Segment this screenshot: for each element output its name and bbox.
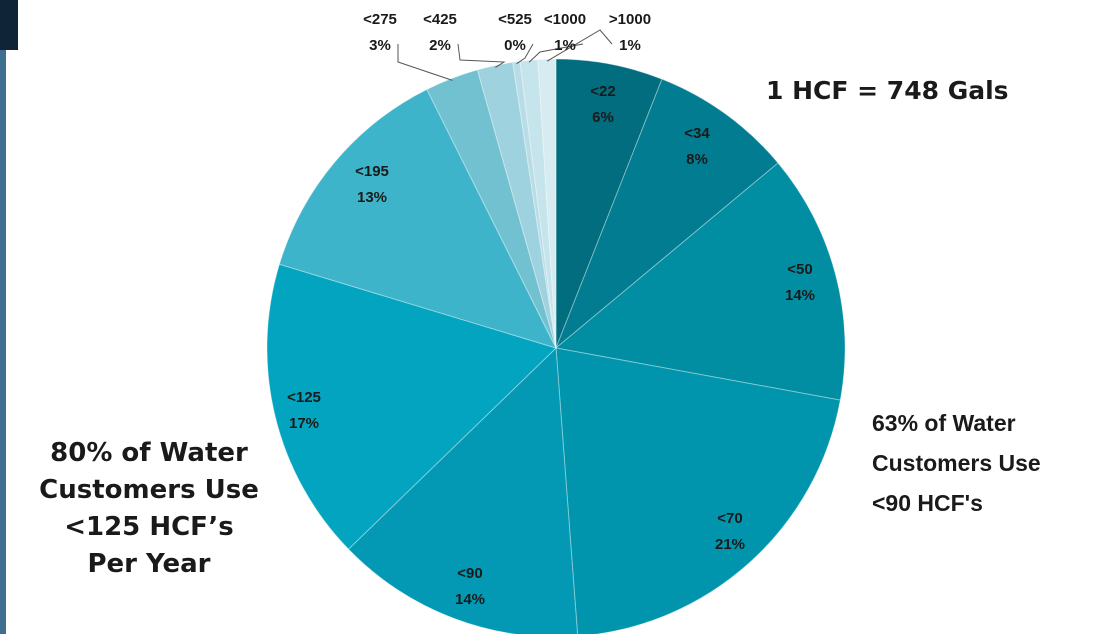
pie-slice-lt-90 xyxy=(347,346,579,634)
right-note-line-3: <90 HCF's xyxy=(872,490,983,516)
right-usage-note: 63% of Water Customers Use <90 HCF's xyxy=(872,403,1041,523)
slice-percent-lt-90: 14% xyxy=(455,591,485,608)
pie-slice-lt-50 xyxy=(554,162,846,401)
pie-slice-lt-275 xyxy=(426,69,557,349)
slice-category-lt-34: <34 xyxy=(684,125,710,142)
leader-line-gt-1000 xyxy=(546,29,613,62)
right-note-line-2: Customers Use xyxy=(872,450,1041,476)
slice-label-lt-22: <22 6% xyxy=(590,83,615,126)
slice-label-lt-70: <70 21% xyxy=(715,510,745,553)
left-note-line-2: Customers Use xyxy=(39,475,259,505)
pie-slice-lt-195 xyxy=(278,88,557,349)
leader-lines xyxy=(397,29,613,81)
leader-line-lt-425 xyxy=(457,43,506,68)
slice-category-lt-125: <125 xyxy=(287,389,321,406)
slice-labels: <22 6% <34 8% <50 14% <70 21% <90 14% <125 17% <195 1… xyxy=(287,11,815,608)
leader-line-lt-1000 xyxy=(528,43,584,63)
slice-label-lt-525: <525 0% xyxy=(498,11,532,54)
right-note-line-1: 63% of Water xyxy=(872,410,1016,436)
leader-line-lt-275 xyxy=(397,44,453,81)
pie-slices xyxy=(266,58,846,634)
slice-percent-lt-34: 8% xyxy=(686,151,708,168)
slice-category-lt-195: <195 xyxy=(355,163,389,180)
slice-percent-lt-525: 0% xyxy=(504,37,526,54)
slice-percent-lt-195: 13% xyxy=(357,189,387,206)
pie-slice-lt-425 xyxy=(476,61,557,349)
slice-label-lt-275: <275 3% xyxy=(363,11,397,54)
slice-category-lt-525: <525 xyxy=(498,11,532,28)
slice-percent-gt-1000: 1% xyxy=(619,37,641,54)
window-edge-corner xyxy=(0,0,18,50)
slice-percent-lt-125: 17% xyxy=(289,415,319,432)
slice-category-lt-425: <425 xyxy=(423,11,457,28)
hcf-conversion-note: 1 HCF = 748 Gals xyxy=(766,76,1009,105)
slice-category-lt-275: <275 xyxy=(363,11,397,28)
left-note-line-3: <125 HCF’s xyxy=(64,512,234,542)
slice-label-gt-1000: >1000 1% xyxy=(609,11,651,54)
pie-slice-lt-125 xyxy=(266,263,557,550)
slice-label-lt-1000: <1000 1% xyxy=(544,11,586,54)
window-edge-bar xyxy=(0,0,6,634)
pie-slice-gt-1000 xyxy=(537,58,557,349)
slice-label-lt-90: <90 14% xyxy=(455,565,485,608)
slice-label-lt-425: <425 2% xyxy=(423,11,457,54)
slice-percent-lt-1000: 1% xyxy=(554,37,576,54)
slice-category-gt-1000: >1000 xyxy=(609,11,651,28)
left-note-line-1: 80% of Water xyxy=(50,438,248,468)
slice-label-lt-34: <34 8% xyxy=(684,125,710,168)
slice-label-lt-50: <50 14% xyxy=(785,261,815,304)
pie-slice-lt-22 xyxy=(555,58,663,349)
pie-slice-lt-34 xyxy=(555,78,779,349)
slice-category-lt-1000: <1000 xyxy=(544,11,586,28)
slice-percent-lt-70: 21% xyxy=(715,536,745,553)
slice-label-lt-125: <125 17% xyxy=(287,389,321,432)
left-note-line-4: Per Year xyxy=(87,549,211,579)
slice-category-lt-90: <90 xyxy=(457,565,482,582)
slice-percent-lt-22: 6% xyxy=(592,109,614,126)
left-usage-note: 80% of Water Customers Use <125 HCF’s Pe… xyxy=(0,435,298,583)
pie-slice-lt-70 xyxy=(555,347,841,634)
slice-percent-lt-425: 2% xyxy=(429,37,451,54)
leader-line-lt-525 xyxy=(516,43,534,65)
slice-label-lt-195: <195 13% xyxy=(355,163,389,206)
slice-percent-lt-275: 3% xyxy=(369,37,391,54)
slice-category-lt-22: <22 xyxy=(590,83,615,100)
slice-category-lt-70: <70 xyxy=(717,510,742,527)
slice-percent-lt-50: 14% xyxy=(785,287,815,304)
slice-category-lt-50: <50 xyxy=(787,261,812,278)
